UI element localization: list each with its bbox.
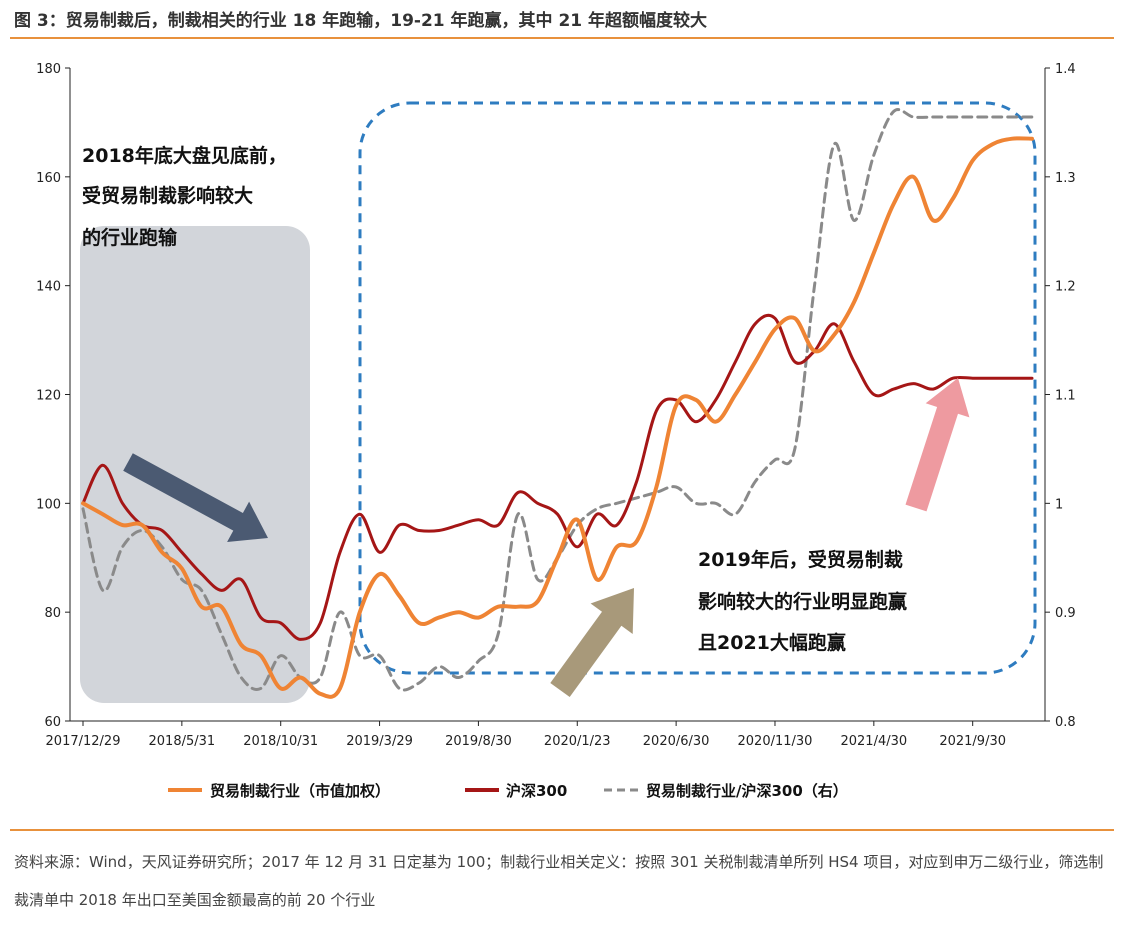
x-tick-label: 2020/11/30 (738, 734, 813, 749)
arrow-up-khaki-icon (550, 588, 634, 697)
arrow-down-icon (123, 453, 268, 542)
y-tick-label: 180 (36, 62, 61, 77)
title-rule (10, 37, 1114, 39)
y-tick-label: 120 (36, 389, 61, 404)
source-rule (10, 829, 1114, 831)
y2-tick-label: 1.2 (1055, 280, 1076, 295)
series-group (81, 108, 1034, 699)
x-tick-label: 2019/3/29 (346, 734, 413, 749)
y2-tick-label: 1.4 (1055, 62, 1076, 77)
source-note: 资料来源：Wind，天风证券研究所；2017 年 12 月 31 日定基为 10… (14, 853, 1104, 909)
series-line-hs300 (81, 313, 1034, 641)
annotation-left-line-3: 的行业跑输 (82, 226, 178, 249)
legend-label-sanction: 贸易制裁行业（市值加权） (210, 782, 390, 800)
loss-period-shade (80, 226, 310, 703)
series-line-ratio (81, 108, 1034, 692)
x-tick-label: 2018/10/31 (243, 734, 318, 749)
axes: 60 80 100 120 140 160 180 0.8 0.9 1 1.1 1.2 1.3 1.4 20… (36, 62, 1076, 749)
series-line-sanction (81, 136, 1034, 699)
y-tick-label: 160 (36, 171, 61, 186)
y2-tick-label: 0.9 (1055, 606, 1076, 621)
x-tick-label: 2019/8/30 (445, 734, 512, 749)
x-tick-label: 2020/6/30 (643, 734, 710, 749)
y-tick-label: 140 (36, 280, 61, 295)
legend-label-ratio: 贸易制裁行业/沪深300（右） (646, 782, 848, 800)
x-tick-label: 2021/9/30 (939, 734, 1006, 749)
figure-title: 图 3：贸易制裁后，制裁相关的行业 18 年跑输，19-21 年跑赢，其中 21… (14, 11, 708, 31)
annotation-left-line-1: 2018年底大盘见底前， (82, 144, 287, 167)
y2-tick-label: 1.3 (1055, 171, 1076, 186)
x-tick-label: 2017/12/29 (46, 734, 121, 749)
outperform-period-box (358, 101, 1037, 675)
y2-tick-label: 1.1 (1055, 389, 1076, 404)
x-tick-label: 2018/5/31 (149, 734, 216, 749)
y-tick-label: 80 (44, 606, 61, 621)
annotation-left-line-2: 受贸易制裁影响较大 (82, 184, 253, 207)
x-tick-label: 2020/1/23 (544, 734, 611, 749)
legend: 贸易制裁行业（市值加权） 沪深300 贸易制裁行业/沪深300（右） (168, 782, 848, 800)
annotation-right-line-1: 2019年后，受贸易制裁 (698, 548, 903, 571)
y2-tick-label: 0.8 (1055, 715, 1076, 730)
arrow-group (123, 378, 970, 697)
y2-tick-label: 1 (1055, 497, 1063, 512)
y-tick-label: 100 (36, 497, 61, 512)
arrow-up-pink-icon (905, 378, 970, 512)
annotation-right-line-2: 影响较大的行业明显跑赢 (698, 590, 907, 613)
line-chart: 60 80 100 120 140 160 180 0.8 0.9 1 1.1 1.2 1.3 1.4 20… (36, 62, 1076, 800)
x-tick-label: 2021/4/30 (840, 734, 907, 749)
y-tick-label: 60 (44, 715, 61, 730)
legend-label-hs300: 沪深300 (506, 782, 567, 800)
annotation-right-line-3: 且2021大幅跑赢 (698, 631, 846, 654)
